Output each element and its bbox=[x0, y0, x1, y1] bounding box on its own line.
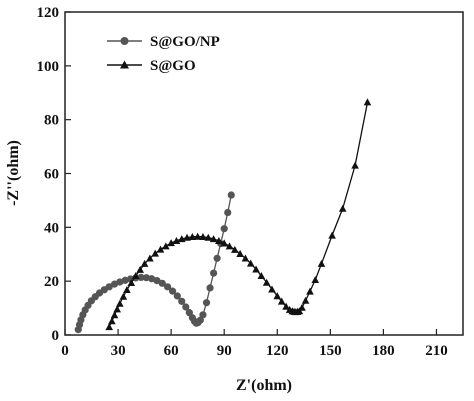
legend-label-s-go: S@GO bbox=[150, 58, 196, 74]
legend-marker-s-go-np bbox=[120, 37, 129, 45]
y-tick-label: 120 bbox=[37, 5, 60, 21]
data-point-s-go bbox=[146, 254, 154, 262]
y-tick-label: 100 bbox=[37, 59, 60, 75]
data-point-s-go bbox=[298, 303, 306, 311]
data-point-s-go bbox=[351, 161, 359, 169]
data-point-s-go-np bbox=[163, 283, 172, 291]
x-tick-label: 150 bbox=[319, 343, 342, 359]
data-point-s-go bbox=[262, 278, 271, 286]
x-tick-label: 30 bbox=[111, 343, 126, 359]
data-point-s-go bbox=[140, 259, 149, 267]
data-point-s-go bbox=[282, 302, 290, 310]
series-line-s-go bbox=[108, 102, 369, 328]
data-point-s-go bbox=[311, 276, 320, 284]
data-point-s-go-np bbox=[224, 208, 232, 217]
data-point-s-go bbox=[225, 242, 234, 250]
data-point-s-go bbox=[338, 204, 347, 212]
data-point-s-go bbox=[246, 259, 255, 267]
data-point-s-go bbox=[162, 242, 170, 250]
data-point-s-go bbox=[123, 285, 131, 294]
data-point-s-go bbox=[268, 285, 276, 293]
x-axis-title: Z'(ohm) bbox=[236, 377, 292, 394]
x-tick-label: 210 bbox=[425, 343, 448, 359]
data-point-s-go-np bbox=[105, 283, 113, 291]
data-point-s-go bbox=[172, 236, 181, 245]
data-point-s-go-np bbox=[199, 311, 207, 319]
data-point-s-go bbox=[306, 287, 314, 295]
data-point-s-go-np bbox=[153, 277, 161, 285]
data-point-s-go bbox=[301, 296, 310, 304]
data-point-s-go bbox=[257, 271, 266, 280]
legend-marker-s-go bbox=[120, 60, 129, 69]
data-point-s-go bbox=[188, 232, 197, 240]
data-point-s-go-np bbox=[178, 297, 186, 305]
data-point-s-go bbox=[204, 233, 213, 241]
data-point-s-go bbox=[252, 265, 260, 273]
series-layer bbox=[74, 98, 372, 334]
data-point-s-go bbox=[156, 245, 165, 253]
legend: S@GO/NP S@GO bbox=[107, 34, 220, 74]
plot-frame bbox=[64, 11, 464, 336]
data-point-s-go bbox=[113, 305, 121, 313]
data-point-s-go-np bbox=[213, 254, 221, 262]
data-point-s-go-np bbox=[196, 316, 204, 324]
y-axis: 0 20 40 60 80 100 120 bbox=[37, 5, 71, 344]
y-axis-title: -Z''(ohm) bbox=[5, 140, 22, 206]
y-tick-label: 0 bbox=[52, 328, 60, 344]
data-point-s-go-np bbox=[137, 273, 145, 281]
x-tick-label: 0 bbox=[61, 343, 69, 359]
series-line-s-go-np bbox=[77, 194, 232, 330]
y-tick-label: 20 bbox=[44, 274, 59, 290]
x-tick-label: 60 bbox=[164, 343, 179, 359]
data-point-s-go bbox=[167, 239, 175, 247]
x-tick-label: 120 bbox=[266, 343, 289, 359]
data-point-s-go bbox=[317, 259, 326, 267]
data-point-s-go bbox=[108, 317, 116, 325]
y-tick-label: 40 bbox=[44, 220, 59, 236]
data-point-s-go bbox=[110, 311, 119, 319]
data-point-s-go bbox=[220, 239, 228, 247]
data-point-s-go bbox=[193, 232, 202, 240]
data-point-s-go-np bbox=[206, 284, 214, 292]
data-point-s-go-np bbox=[158, 279, 166, 287]
y-tick-label: 80 bbox=[44, 113, 59, 129]
data-point-s-go-np bbox=[209, 269, 218, 277]
data-point-s-go bbox=[105, 323, 114, 331]
x-tick-label: 90 bbox=[217, 343, 232, 359]
data-point-s-go bbox=[136, 265, 144, 273]
data-point-s-go bbox=[236, 249, 244, 257]
data-point-s-go-np bbox=[227, 191, 235, 199]
data-point-s-go-np bbox=[182, 303, 190, 311]
x-axis: 0 30 60 90 120 150 180 210 bbox=[61, 329, 448, 359]
y-tick-label: 60 bbox=[44, 167, 59, 183]
data-point-s-go bbox=[328, 231, 336, 239]
data-point-s-go bbox=[183, 233, 191, 241]
data-point-s-go-np bbox=[220, 225, 228, 233]
data-point-s-go bbox=[209, 235, 218, 243]
data-point-s-go bbox=[119, 292, 128, 300]
x-tick-label: 180 bbox=[372, 343, 395, 359]
data-point-s-go bbox=[131, 271, 140, 280]
data-point-s-go bbox=[273, 292, 282, 300]
legend-label-s-go-np: S@GO/NP bbox=[150, 34, 220, 50]
data-point-s-go bbox=[199, 232, 207, 240]
data-point-s-go bbox=[215, 236, 223, 245]
data-point-s-go bbox=[363, 98, 372, 106]
data-point-s-go bbox=[231, 245, 239, 253]
data-point-s-go-np bbox=[202, 299, 211, 307]
data-point-s-go bbox=[277, 297, 286, 305]
data-point-s-go bbox=[127, 278, 136, 287]
data-point-s-go bbox=[116, 299, 124, 307]
data-point-s-go-np bbox=[168, 287, 177, 295]
data-point-s-go bbox=[241, 254, 250, 262]
data-point-s-go-np bbox=[173, 292, 181, 300]
data-point-s-go bbox=[151, 249, 160, 257]
